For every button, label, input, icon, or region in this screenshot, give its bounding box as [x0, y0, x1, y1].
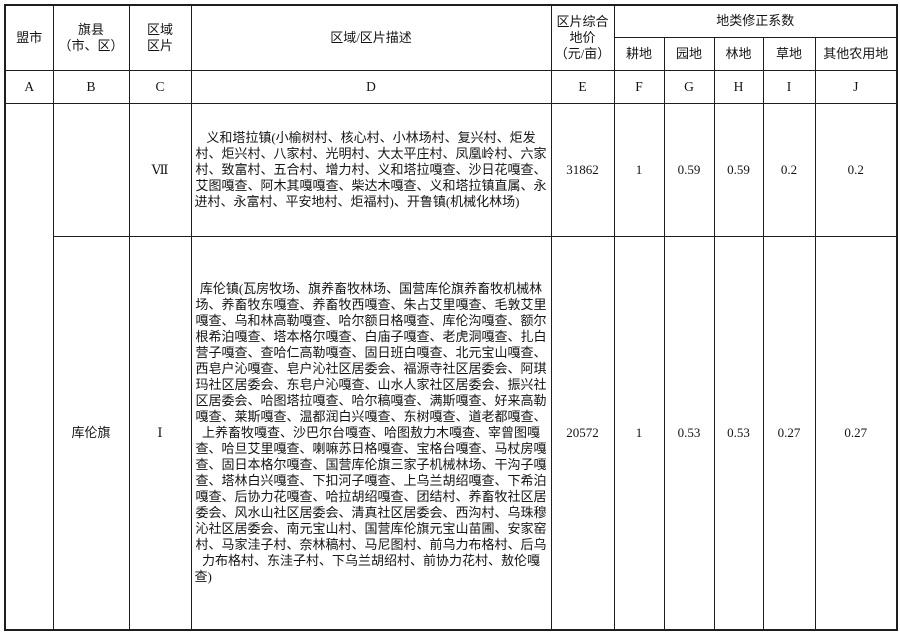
land-coefficient-table: 盟市 旗县 （市、区） 区域 区片 区域/区片描述 区片综合 地价 （元/亩） …	[4, 4, 899, 631]
row2-price-cell: 20572	[550, 235, 615, 631]
row1-coef-grass: 0.2	[762, 102, 816, 237]
row1-coef-forest: 0.59	[713, 102, 764, 237]
letter-d: D	[190, 69, 552, 104]
row1-mengshi-cell	[4, 102, 54, 631]
header-garden-land: 园地	[663, 36, 715, 71]
letter-c: C	[128, 69, 192, 104]
header-zone: 区域 区片	[128, 4, 192, 71]
row2-coef-garden: 0.53	[663, 235, 715, 631]
letter-f: F	[613, 69, 665, 104]
header-other-farm-land: 其他农用地	[814, 36, 898, 71]
letter-h: H	[713, 69, 764, 104]
row1-coef-cultivated: 1	[613, 102, 665, 237]
row2-coef-cultivated: 1	[613, 235, 665, 631]
header-grass-land: 草地	[762, 36, 816, 71]
letter-a: A	[4, 69, 54, 104]
header-mengshi: 盟市	[4, 4, 54, 71]
row2-description-cell: 库伦镇(瓦房牧场、旗养畜牧林场、国营库伦旗养畜牧机械林场、养畜牧东嘎查、养畜牧西…	[190, 235, 552, 631]
letter-b: B	[52, 69, 130, 104]
row1-zone-cell: Ⅶ	[128, 102, 192, 237]
header-cultivated-land: 耕地	[613, 36, 665, 71]
header-coefficient-group: 地类修正系数	[613, 4, 898, 38]
header-qixian: 旗县 （市、区）	[52, 4, 130, 71]
row1-qixian-cell	[52, 102, 130, 237]
row2-coef-other: 0.27	[814, 235, 898, 631]
header-description: 区域/区片描述	[190, 4, 552, 71]
row1-price-cell: 31862	[550, 102, 615, 237]
row1-coef-other: 0.2	[814, 102, 898, 237]
row2-zone-cell: Ⅰ	[128, 235, 192, 631]
row1-description-cell: 义和塔拉镇(小榆树村、核心村、小林场村、复兴村、炬发村、炬兴村、八家村、光明村、…	[190, 102, 552, 237]
header-forest-land: 林地	[713, 36, 764, 71]
row2-qixian-cell: 库伦旗	[52, 235, 130, 631]
letter-e: E	[550, 69, 615, 104]
header-price: 区片综合 地价 （元/亩）	[550, 4, 615, 71]
row2-coef-grass: 0.27	[762, 235, 816, 631]
row1-coef-garden: 0.59	[663, 102, 715, 237]
letter-g: G	[663, 69, 715, 104]
letter-j: J	[814, 69, 898, 104]
row2-coef-forest: 0.53	[713, 235, 764, 631]
letter-i: I	[762, 69, 816, 104]
